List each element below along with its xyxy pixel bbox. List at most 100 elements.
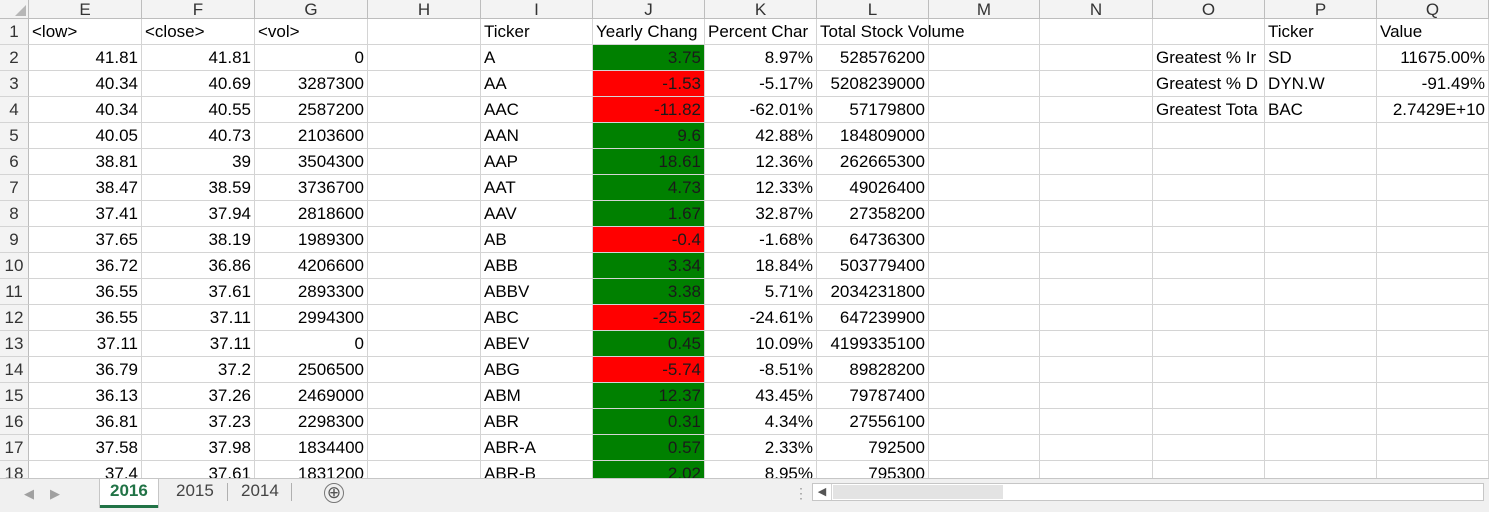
cell-n10[interactable] [1040, 253, 1153, 279]
cell-i11[interactable]: ABBV [481, 279, 593, 305]
cell-p12[interactable] [1265, 305, 1377, 331]
select-all-corner[interactable] [0, 0, 29, 19]
cell-o5[interactable] [1153, 123, 1265, 149]
cell-k13[interactable]: 10.09% [705, 331, 817, 357]
cell-n5[interactable] [1040, 123, 1153, 149]
cell-m8[interactable] [929, 201, 1040, 227]
cell-i9[interactable]: AB [481, 227, 593, 253]
row-header[interactable]: 10 [0, 253, 29, 279]
column-header-n[interactable]: N [1040, 0, 1153, 19]
prev-sheet-icon[interactable]: ◀ [24, 486, 34, 501]
cell-i8[interactable]: AAV [481, 201, 593, 227]
cell-h3[interactable] [368, 71, 481, 97]
cell-q10[interactable] [1377, 253, 1489, 279]
cell-g12[interactable]: 2994300 [255, 305, 368, 331]
cell-f4[interactable]: 40.55 [142, 97, 255, 123]
cell-h2[interactable] [368, 45, 481, 71]
cell-m4[interactable] [929, 97, 1040, 123]
cell-m7[interactable] [929, 175, 1040, 201]
cell-e2[interactable]: 41.81 [29, 45, 142, 71]
cell-h13[interactable] [368, 331, 481, 357]
cell-e5[interactable]: 40.05 [29, 123, 142, 149]
cell-g4[interactable]: 2587200 [255, 97, 368, 123]
row-header[interactable]: 17 [0, 435, 29, 461]
cell-j15[interactable]: 12.37 [593, 383, 705, 409]
cell-e8[interactable]: 37.41 [29, 201, 142, 227]
cell-j13[interactable]: 0.45 [593, 331, 705, 357]
cell-g2[interactable]: 0 [255, 45, 368, 71]
row-header[interactable]: 8 [0, 201, 29, 227]
cell-g5[interactable]: 2103600 [255, 123, 368, 149]
cell-h1[interactable] [368, 19, 481, 45]
cell-j9[interactable]: -0.4 [593, 227, 705, 253]
cell-h17[interactable] [368, 435, 481, 461]
cell-l15[interactable]: 79787400 [817, 383, 929, 409]
cell-m9[interactable] [929, 227, 1040, 253]
cell-k8[interactable]: 32.87% [705, 201, 817, 227]
cell-k14[interactable]: -8.51% [705, 357, 817, 383]
cell-g15[interactable]: 2469000 [255, 383, 368, 409]
cell-e3[interactable]: 40.34 [29, 71, 142, 97]
column-header-l[interactable]: L [817, 0, 929, 19]
cell-o13[interactable] [1153, 331, 1265, 357]
cell-p9[interactable] [1265, 227, 1377, 253]
cell-j2[interactable]: 3.75 [593, 45, 705, 71]
cell-f10[interactable]: 36.86 [142, 253, 255, 279]
cell-g9[interactable]: 1989300 [255, 227, 368, 253]
cell-e10[interactable]: 36.72 [29, 253, 142, 279]
cell-p13[interactable] [1265, 331, 1377, 357]
cell-f1[interactable]: <close> [142, 19, 255, 45]
cell-h15[interactable] [368, 383, 481, 409]
cell-g8[interactable]: 2818600 [255, 201, 368, 227]
row-header[interactable]: 5 [0, 123, 29, 149]
cell-n12[interactable] [1040, 305, 1153, 331]
cell-e15[interactable]: 36.13 [29, 383, 142, 409]
cell-n8[interactable] [1040, 201, 1153, 227]
next-sheet-icon[interactable]: ▶ [50, 486, 60, 501]
cell-h10[interactable] [368, 253, 481, 279]
cell-n16[interactable] [1040, 409, 1153, 435]
cell-o15[interactable] [1153, 383, 1265, 409]
cell-p3[interactable]: DYN.W [1265, 71, 1377, 97]
cell-l10[interactable]: 503779400 [817, 253, 929, 279]
cell-o1[interactable] [1153, 19, 1265, 45]
cell-o3[interactable]: Greatest % D [1153, 71, 1265, 97]
cell-l9[interactable]: 64736300 [817, 227, 929, 253]
cell-o11[interactable] [1153, 279, 1265, 305]
cell-h8[interactable] [368, 201, 481, 227]
row-header[interactable]: 6 [0, 149, 29, 175]
cell-e1[interactable]: <low> [29, 19, 142, 45]
row-header[interactable]: 11 [0, 279, 29, 305]
cell-l11[interactable]: 2034231800 [817, 279, 929, 305]
cell-i7[interactable]: AAT [481, 175, 593, 201]
cell-k10[interactable]: 18.84% [705, 253, 817, 279]
cell-p15[interactable] [1265, 383, 1377, 409]
cell-i12[interactable]: ABC [481, 305, 593, 331]
cell-p17[interactable] [1265, 435, 1377, 461]
cell-n13[interactable] [1040, 331, 1153, 357]
cell-f12[interactable]: 37.11 [142, 305, 255, 331]
cell-q3[interactable]: -91.49% [1377, 71, 1489, 97]
cell-i6[interactable]: AAP [481, 149, 593, 175]
cell-h9[interactable] [368, 227, 481, 253]
cell-h5[interactable] [368, 123, 481, 149]
cell-m6[interactable] [929, 149, 1040, 175]
cell-l13[interactable]: 4199335100 [817, 331, 929, 357]
cell-q5[interactable] [1377, 123, 1489, 149]
column-header-k[interactable]: K [705, 0, 817, 19]
scroll-left-icon[interactable]: ◀ [813, 484, 832, 500]
cell-n2[interactable] [1040, 45, 1153, 71]
row-header[interactable]: 16 [0, 409, 29, 435]
cell-p11[interactable] [1265, 279, 1377, 305]
cell-h14[interactable] [368, 357, 481, 383]
cell-q1[interactable]: Value [1377, 19, 1489, 45]
cell-k17[interactable]: 2.33% [705, 435, 817, 461]
cell-q17[interactable] [1377, 435, 1489, 461]
cell-j17[interactable]: 0.57 [593, 435, 705, 461]
cell-h7[interactable] [368, 175, 481, 201]
cell-f7[interactable]: 38.59 [142, 175, 255, 201]
cell-n6[interactable] [1040, 149, 1153, 175]
cell-j14[interactable]: -5.74 [593, 357, 705, 383]
cell-e11[interactable]: 36.55 [29, 279, 142, 305]
cell-f3[interactable]: 40.69 [142, 71, 255, 97]
